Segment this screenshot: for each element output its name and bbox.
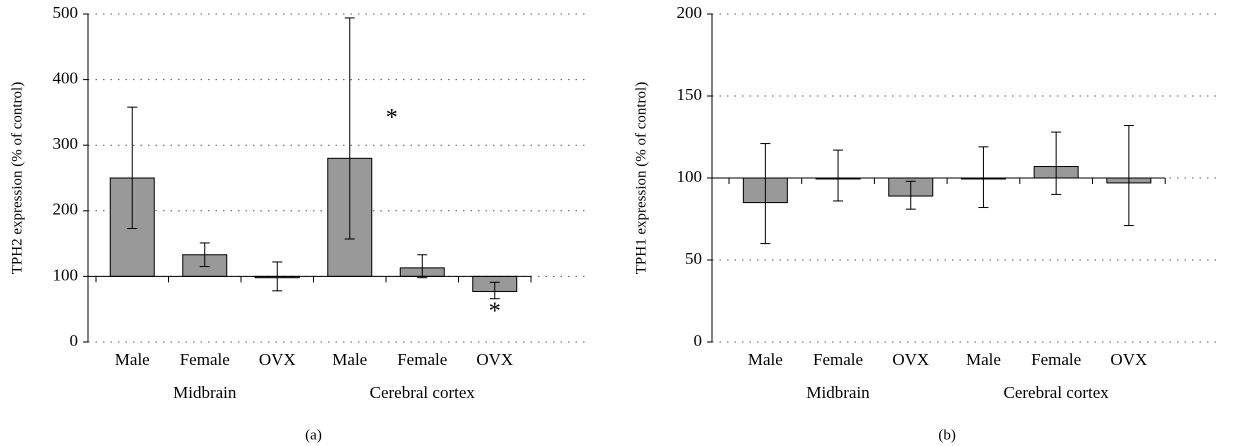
x-tick-label: Female bbox=[1031, 350, 1081, 369]
group-label: Midbrain bbox=[806, 383, 870, 402]
panel-label: (a) bbox=[305, 427, 322, 443]
y-tick-label: 150 bbox=[677, 85, 703, 104]
x-tick-label: OVX bbox=[259, 350, 296, 369]
annotation: * bbox=[386, 105, 398, 131]
group-label: Midbrain bbox=[173, 383, 237, 402]
y-tick-label: 0 bbox=[70, 331, 79, 350]
y-tick-label: 0 bbox=[694, 331, 703, 350]
x-tick-label: OVX bbox=[1110, 350, 1147, 369]
y-tick-label: 400 bbox=[53, 69, 79, 88]
x-tick-label: Male bbox=[966, 350, 1001, 369]
y-tick-label: 100 bbox=[53, 265, 79, 284]
x-tick-label: OVX bbox=[892, 350, 929, 369]
y-tick-label: 300 bbox=[53, 134, 79, 153]
y-tick-label: 500 bbox=[53, 3, 79, 22]
x-tick-label: Female bbox=[397, 350, 447, 369]
x-tick-label: Female bbox=[813, 350, 863, 369]
panel-label: (b) bbox=[938, 427, 956, 443]
y-axis-label: TPH2 expression (% of control) bbox=[9, 82, 25, 274]
group-label: Cerebral cortex bbox=[370, 383, 476, 402]
group-label: Cerebral cortex bbox=[1004, 383, 1110, 402]
y-tick-label: 200 bbox=[677, 3, 703, 22]
y-axis-label: TPH1 expression (% of control) bbox=[633, 82, 649, 274]
y-tick-label: 100 bbox=[677, 167, 703, 186]
y-tick-label: 50 bbox=[685, 249, 702, 268]
x-tick-label: Male bbox=[332, 350, 367, 369]
y-tick-label: 200 bbox=[53, 200, 79, 219]
x-tick-label: Male bbox=[748, 350, 783, 369]
annotation: * bbox=[489, 299, 501, 325]
x-tick-label: OVX bbox=[476, 350, 513, 369]
x-tick-label: Female bbox=[180, 350, 230, 369]
x-tick-label: Male bbox=[115, 350, 150, 369]
